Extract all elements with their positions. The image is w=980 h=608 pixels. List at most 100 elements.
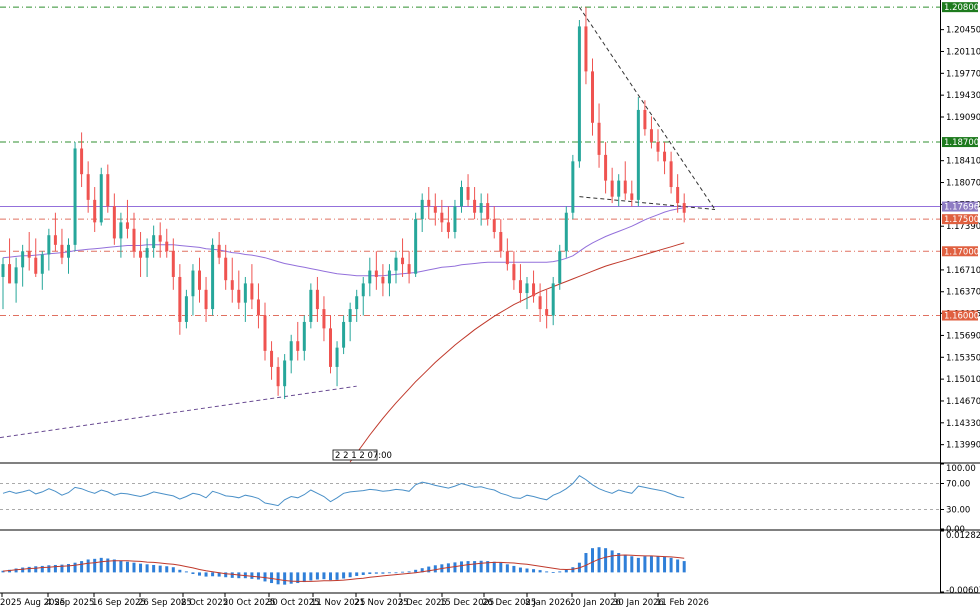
candle[interactable] xyxy=(27,232,31,271)
candle[interactable] xyxy=(473,187,477,220)
candle[interactable] xyxy=(460,180,463,213)
candle[interactable] xyxy=(125,199,129,239)
candle[interactable] xyxy=(14,257,18,303)
candle[interactable] xyxy=(178,264,182,335)
candle[interactable] xyxy=(682,193,686,223)
candle[interactable] xyxy=(355,289,359,322)
oscillator-panel[interactable] xyxy=(0,475,940,510)
candle[interactable] xyxy=(623,161,627,200)
candle[interactable] xyxy=(604,142,608,194)
candle[interactable] xyxy=(532,270,536,303)
candle[interactable] xyxy=(669,151,673,194)
candle[interactable] xyxy=(630,180,634,207)
candle[interactable] xyxy=(440,199,444,232)
candle[interactable] xyxy=(512,251,516,290)
candle[interactable] xyxy=(499,219,503,258)
candle[interactable] xyxy=(433,193,437,226)
candle[interactable] xyxy=(217,232,221,265)
candle[interactable] xyxy=(184,289,188,329)
candle[interactable] xyxy=(165,228,169,258)
candle[interactable] xyxy=(211,238,215,316)
candle[interactable] xyxy=(53,212,57,252)
candle[interactable] xyxy=(374,251,378,290)
candle[interactable] xyxy=(617,174,621,207)
candle[interactable] xyxy=(230,257,234,303)
candle[interactable] xyxy=(558,244,562,290)
candle[interactable] xyxy=(636,97,640,207)
candle[interactable] xyxy=(158,222,162,258)
candle[interactable] xyxy=(145,238,149,277)
triangle-base-trendline[interactable] xyxy=(579,196,716,211)
candle[interactable] xyxy=(676,174,680,213)
candle[interactable] xyxy=(243,276,247,322)
candle[interactable] xyxy=(381,264,385,297)
candle[interactable] xyxy=(564,206,568,258)
candle[interactable] xyxy=(93,187,97,232)
candle[interactable] xyxy=(387,264,391,297)
candle[interactable] xyxy=(315,276,319,322)
candle[interactable] xyxy=(237,270,241,310)
candle[interactable] xyxy=(289,334,293,374)
candle[interactable] xyxy=(329,315,332,374)
candle[interactable] xyxy=(250,264,254,310)
candle[interactable] xyxy=(414,212,418,277)
candle[interactable] xyxy=(420,193,424,232)
candle[interactable] xyxy=(21,244,25,287)
candle[interactable] xyxy=(67,238,70,274)
candle[interactable] xyxy=(545,289,549,329)
candle[interactable] xyxy=(204,276,208,322)
candle[interactable] xyxy=(335,341,339,387)
candle[interactable] xyxy=(492,206,496,239)
candle[interactable] xyxy=(139,232,143,277)
candle[interactable] xyxy=(296,321,300,361)
candle[interactable] xyxy=(486,193,490,226)
candle[interactable] xyxy=(322,296,326,342)
candle[interactable] xyxy=(152,225,156,258)
candle[interactable] xyxy=(407,251,411,284)
candle[interactable] xyxy=(309,283,313,329)
candle[interactable] xyxy=(302,315,306,361)
candle[interactable] xyxy=(119,212,123,258)
candle[interactable] xyxy=(663,142,667,175)
candle[interactable] xyxy=(198,257,201,303)
candle[interactable] xyxy=(80,132,84,188)
macd-panel[interactable] xyxy=(1,547,686,585)
candle[interactable] xyxy=(40,251,44,290)
candle[interactable] xyxy=(99,167,103,226)
candle[interactable] xyxy=(106,164,110,213)
candle[interactable] xyxy=(73,142,77,252)
candle[interactable] xyxy=(591,58,594,136)
candle[interactable] xyxy=(348,302,352,342)
candle[interactable] xyxy=(453,199,457,239)
candle[interactable] xyxy=(342,315,346,355)
candle[interactable] xyxy=(505,238,509,271)
candle[interactable] xyxy=(584,7,588,85)
candle[interactable] xyxy=(171,238,175,290)
candle[interactable] xyxy=(577,19,581,168)
candle[interactable] xyxy=(518,264,522,303)
candle[interactable] xyxy=(446,206,450,239)
candle[interactable] xyxy=(368,257,372,297)
candle[interactable] xyxy=(649,116,653,149)
candle[interactable] xyxy=(47,228,51,271)
price-panel[interactable]: 2 2 1 2 07:00 xyxy=(0,6,940,463)
candle[interactable] xyxy=(112,193,116,245)
candle[interactable] xyxy=(224,244,228,290)
candle[interactable] xyxy=(427,187,431,220)
candle[interactable] xyxy=(34,238,38,277)
resistance-trendline[interactable] xyxy=(578,6,716,210)
candle[interactable] xyxy=(8,238,12,284)
candle[interactable] xyxy=(276,357,280,396)
candle[interactable] xyxy=(1,257,5,310)
candle[interactable] xyxy=(132,212,136,258)
candle[interactable] xyxy=(610,167,614,204)
candle[interactable] xyxy=(656,129,660,162)
candle[interactable] xyxy=(401,238,405,277)
candle[interactable] xyxy=(361,276,365,316)
candle[interactable] xyxy=(525,276,529,310)
candle[interactable] xyxy=(643,100,647,136)
candle[interactable] xyxy=(466,174,470,207)
candle[interactable] xyxy=(263,302,267,361)
candle[interactable] xyxy=(270,341,274,380)
